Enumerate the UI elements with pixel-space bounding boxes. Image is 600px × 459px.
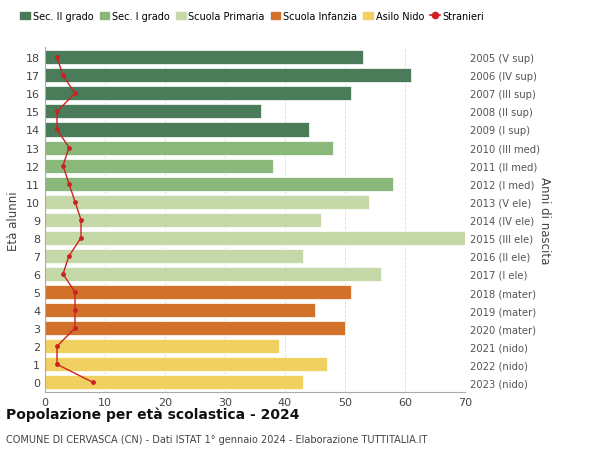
Bar	[45, 340, 279, 353]
Bar	[45, 249, 303, 263]
Bar	[45, 159, 273, 174]
Bar	[45, 358, 327, 371]
Bar	[45, 231, 477, 246]
Bar	[45, 105, 261, 119]
Legend: Sec. II grado, Sec. I grado, Scuola Primaria, Scuola Infanzia, Asilo Nido, Stran: Sec. II grado, Sec. I grado, Scuola Prim…	[20, 12, 484, 22]
Bar	[45, 321, 345, 336]
Bar	[45, 195, 369, 209]
Bar	[45, 141, 333, 155]
Bar	[45, 123, 309, 137]
Bar	[45, 51, 363, 65]
Bar	[45, 303, 315, 318]
Bar	[45, 285, 351, 299]
Bar	[45, 177, 393, 191]
Bar	[45, 267, 381, 281]
Bar	[45, 213, 321, 227]
Text: Popolazione per età scolastica - 2024: Popolazione per età scolastica - 2024	[6, 406, 299, 421]
Bar	[45, 69, 411, 83]
Y-axis label: Anni di nascita: Anni di nascita	[538, 177, 551, 264]
Text: COMUNE DI CERVASCA (CN) - Dati ISTAT 1° gennaio 2024 - Elaborazione TUTTITALIA.I: COMUNE DI CERVASCA (CN) - Dati ISTAT 1° …	[6, 434, 427, 444]
Y-axis label: Età alunni: Età alunni	[7, 190, 20, 250]
Bar	[45, 375, 303, 390]
Bar	[45, 87, 351, 101]
